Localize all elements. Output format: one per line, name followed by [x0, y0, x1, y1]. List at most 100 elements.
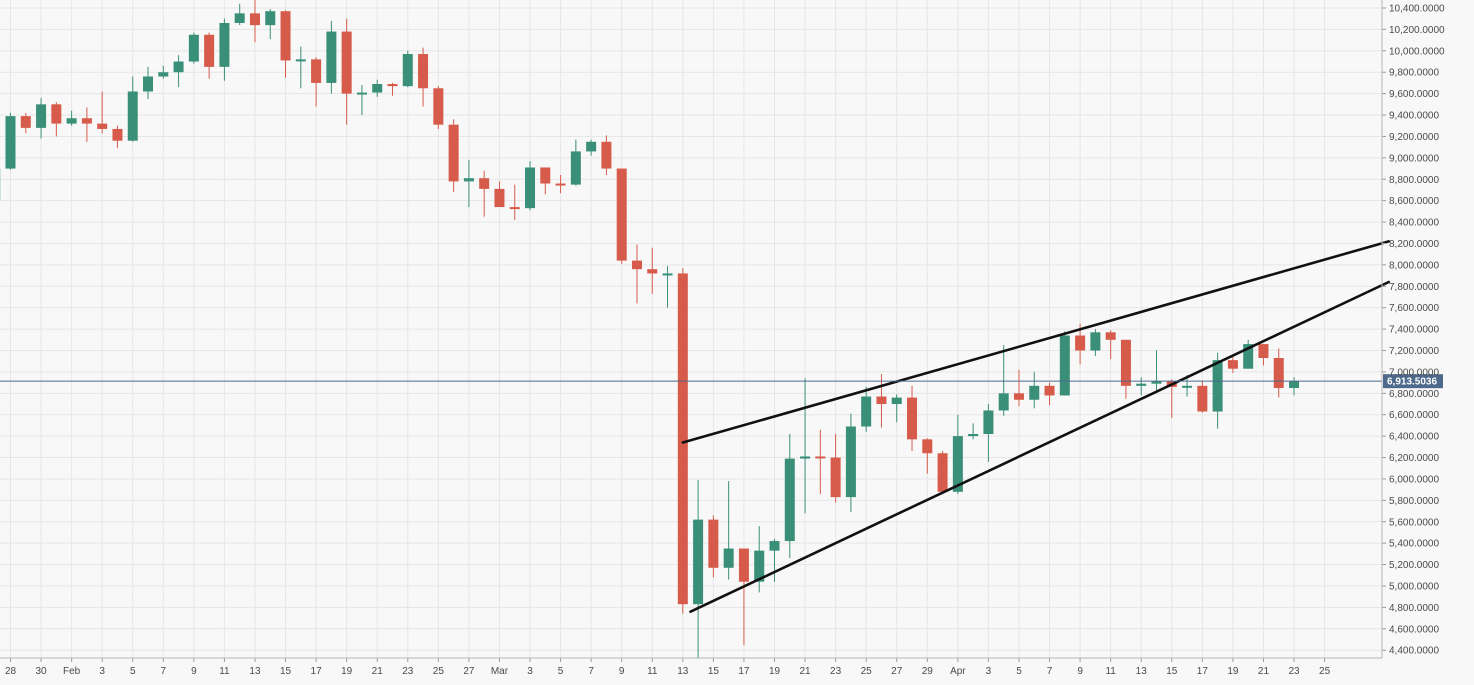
y-tick-label: 8,000.0000 — [1389, 260, 1439, 271]
y-tick-label: 8,600.0000 — [1389, 196, 1439, 207]
candle — [234, 3, 245, 26]
candle-body — [1182, 385, 1193, 388]
y-tick-label: 10,000.0000 — [1389, 46, 1445, 57]
candle-body — [97, 123, 108, 129]
candle — [708, 515, 719, 578]
candle-body — [708, 519, 719, 568]
overlay-layer: 6,913.5036 — [0, 240, 1443, 613]
candle-body — [326, 31, 337, 83]
y-tick-label: 6,000.0000 — [1389, 474, 1439, 485]
candle-body — [845, 426, 856, 498]
candle — [1120, 339, 1131, 399]
candle — [1273, 348, 1284, 398]
candle — [861, 386, 872, 432]
candle-body — [463, 178, 474, 182]
x-tick-label: 17 — [1197, 666, 1209, 677]
candle — [204, 32, 215, 79]
candle — [372, 79, 383, 97]
y-tick-label: 9,000.0000 — [1389, 153, 1439, 164]
candle — [433, 86, 444, 129]
candle-body — [448, 124, 459, 182]
candle — [907, 385, 918, 452]
y-tick-label: 6,800.0000 — [1389, 389, 1439, 400]
x-tick-label: 23 — [1288, 666, 1300, 677]
candle-body — [525, 167, 536, 209]
candle-body — [784, 458, 795, 542]
candle-body — [36, 104, 47, 128]
y-tick-label: 9,600.0000 — [1389, 89, 1439, 100]
candle — [265, 9, 276, 40]
candle — [356, 85, 367, 116]
candle — [36, 97, 47, 139]
candle — [983, 404, 994, 462]
candle — [311, 57, 322, 107]
x-tick-label: 19 — [341, 666, 353, 677]
candle — [479, 170, 490, 217]
candle — [1105, 330, 1116, 360]
x-tick-label: 23 — [402, 666, 414, 677]
current-price-tag — [1383, 374, 1443, 389]
x-tick-label: Mar — [491, 666, 509, 677]
candle-body — [922, 439, 933, 454]
candle-body — [20, 116, 31, 128]
candle-body — [830, 457, 841, 498]
candle-body — [387, 83, 398, 87]
candle-body — [662, 273, 673, 276]
candle-body — [265, 11, 276, 26]
candle-body — [754, 550, 765, 582]
candlestick-series — [0, 0, 1300, 658]
y-tick-label: 7,000.0000 — [1389, 367, 1439, 378]
candle — [66, 110, 77, 126]
candle — [1182, 375, 1193, 397]
candle — [81, 107, 92, 142]
candle — [463, 159, 474, 208]
candle — [586, 139, 597, 156]
candle — [1243, 339, 1254, 369]
candle-body — [418, 54, 429, 89]
candle — [570, 139, 581, 186]
candle — [677, 268, 688, 614]
candle-body — [219, 22, 230, 67]
candle — [601, 135, 612, 175]
candle-body — [800, 456, 811, 459]
candle-body — [1227, 360, 1238, 369]
candle-body — [494, 188, 505, 208]
y-tick-label: 5,000.0000 — [1389, 581, 1439, 592]
candle — [219, 18, 230, 81]
candle-body — [631, 260, 642, 270]
x-tick-label: 5 — [130, 666, 136, 677]
x-tick-label: 9 — [191, 666, 197, 677]
candle-body — [677, 273, 688, 605]
candle-body — [937, 453, 948, 492]
candle — [723, 481, 734, 580]
candle — [509, 184, 520, 220]
candle-body — [402, 54, 413, 87]
x-tick-label: 5 — [558, 666, 564, 677]
y-tick-label: 7,600.0000 — [1389, 303, 1439, 314]
candle — [20, 112, 31, 134]
current-price-label: 6,913.5036 — [1387, 377, 1437, 388]
upper-trendline[interactable] — [681, 240, 1391, 444]
candle — [402, 50, 413, 88]
y-tick-label: 4,600.0000 — [1389, 624, 1439, 635]
lower-trendline[interactable] — [689, 280, 1391, 613]
x-tick-label: 11 — [1105, 666, 1116, 677]
candle — [1090, 329, 1101, 356]
candle — [97, 91, 108, 134]
candle-body — [311, 59, 322, 83]
y-tick-label: 8,800.0000 — [1389, 175, 1439, 186]
candle — [1227, 356, 1238, 373]
candle — [448, 119, 459, 193]
candle — [1197, 380, 1208, 413]
candle — [326, 20, 337, 94]
candle-body — [952, 436, 963, 492]
candle — [540, 167, 551, 195]
candle-body — [280, 11, 291, 61]
candle-body — [112, 128, 123, 141]
candle-body — [1029, 385, 1040, 400]
candle-body — [433, 88, 444, 125]
candle-body — [983, 410, 994, 434]
candle — [876, 374, 887, 428]
